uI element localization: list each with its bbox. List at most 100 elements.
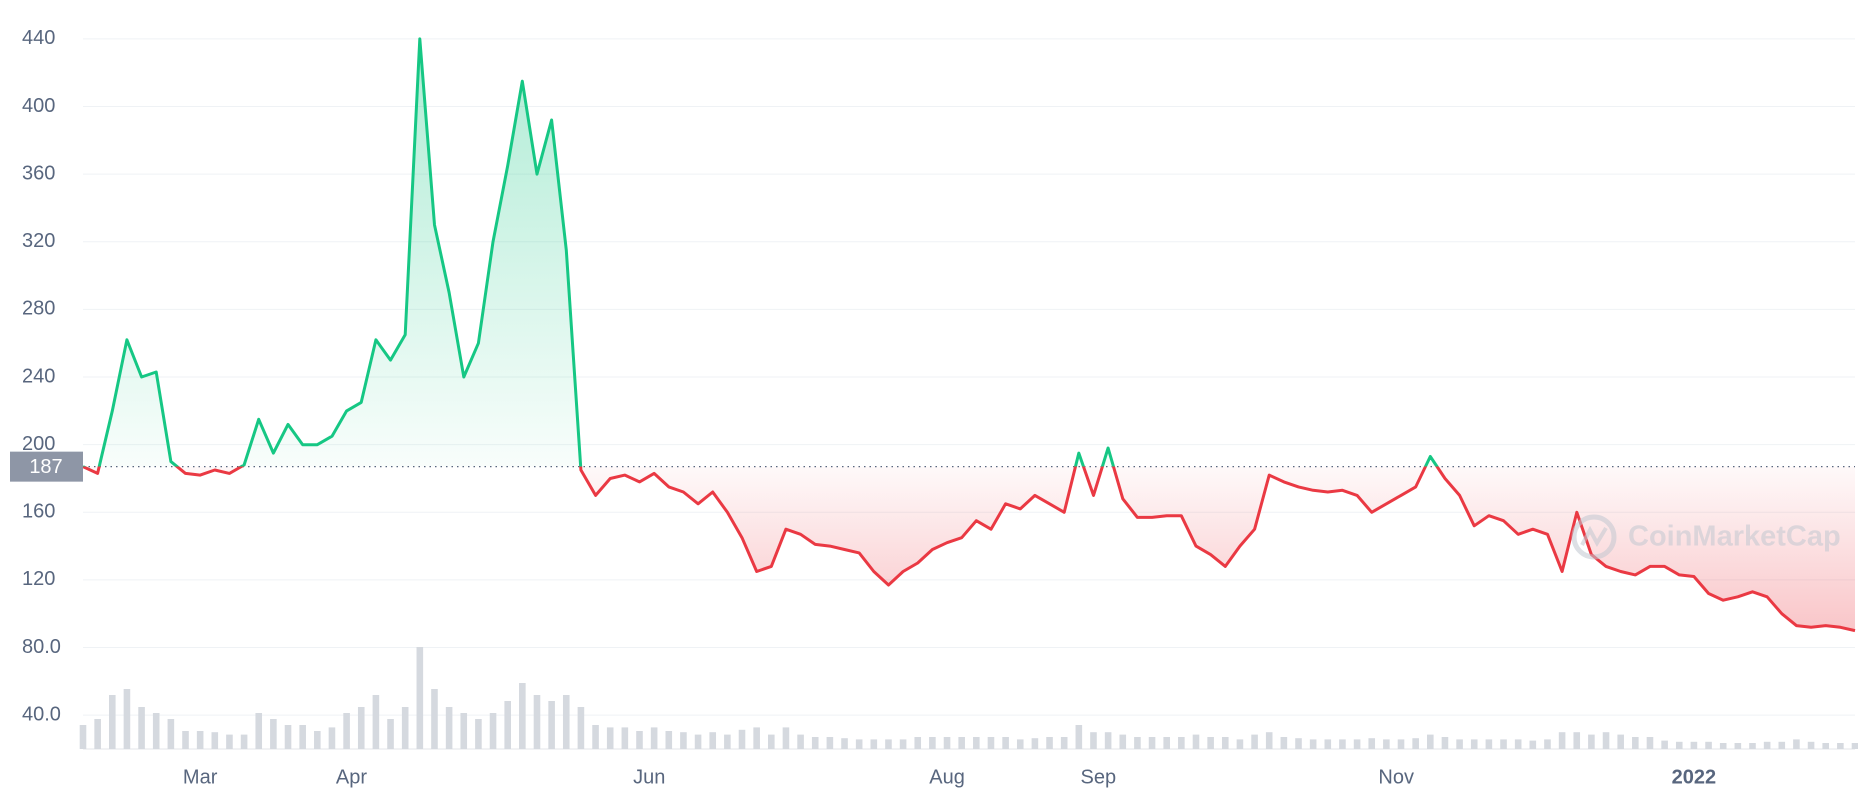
- watermark-logo: [1571, 514, 1617, 560]
- baseline-label-box: [10, 451, 83, 482]
- watermark-logo-wave: [1580, 525, 1608, 548]
- volume-bar: [1339, 739, 1346, 749]
- volume-bar: [841, 738, 848, 749]
- volume-bar: [1309, 739, 1317, 749]
- volume-bar: [1529, 740, 1537, 749]
- watermark-text: CoinMarketCap: [1628, 521, 1841, 553]
- y-tick-label: 320: [22, 230, 55, 252]
- x-tick-label: Jun: [633, 766, 665, 788]
- volume-bar: [1602, 732, 1610, 749]
- volume-bar: [665, 731, 673, 749]
- volume-bar: [870, 739, 878, 749]
- volume-bar: [797, 734, 804, 749]
- volume-bar: [94, 719, 101, 749]
- volume-bar: [167, 719, 175, 749]
- volume-bar: [1734, 743, 1742, 749]
- volume-bar: [123, 689, 131, 749]
- volume-bar: [738, 729, 746, 749]
- volume-bar: [255, 713, 263, 749]
- volume-bar: [562, 695, 570, 749]
- volume-bar: [328, 727, 336, 749]
- volume-bar: [475, 719, 482, 749]
- volume-bar: [1090, 732, 1097, 749]
- volume-bar: [826, 737, 834, 749]
- volume-bar: [1397, 739, 1405, 749]
- volume-bar: [1002, 737, 1009, 749]
- x-tick-label: Nov: [1378, 766, 1414, 788]
- volume-bar: [1837, 743, 1844, 749]
- volume-bar: [1046, 737, 1053, 749]
- volume-bar: [299, 725, 306, 749]
- volume-bar: [1441, 737, 1449, 749]
- x-tick-label: 2022: [1672, 766, 1717, 788]
- volume-bar: [1163, 737, 1170, 749]
- volume-bar: [724, 734, 731, 749]
- volume-bar: [929, 737, 936, 749]
- volume-bar: [885, 739, 892, 749]
- volume-bar: [1793, 739, 1800, 749]
- volume-bar: [1368, 738, 1376, 749]
- y-tick-label: 80.0: [22, 636, 61, 658]
- x-tick-label: Aug: [929, 766, 965, 788]
- volume-bar: [1412, 738, 1419, 749]
- volume-bar: [1749, 743, 1756, 749]
- volume-bar: [1705, 741, 1712, 749]
- volume-bar: [855, 739, 863, 749]
- volume-bar: [226, 734, 233, 749]
- volume-bar: [1807, 741, 1815, 749]
- y-tick-label: 400: [22, 95, 55, 117]
- volume-bar: [1632, 737, 1639, 749]
- y-tick-label: 120: [22, 568, 55, 590]
- volume-bar: [152, 713, 160, 749]
- y-tick-label: 240: [22, 365, 55, 387]
- volume-bar: [270, 719, 277, 749]
- volume-bar: [1719, 743, 1727, 749]
- volume-bar: [284, 725, 292, 749]
- volume-bar: [680, 732, 687, 749]
- volume-bar: [504, 701, 511, 749]
- price-line: [82, 37, 1856, 633]
- volume-bar: [1221, 737, 1229, 749]
- volume-bar: [943, 737, 951, 749]
- volume-bar: [1075, 725, 1083, 749]
- x-tick-label: Sep: [1081, 766, 1117, 788]
- volume-bar: [1690, 741, 1698, 749]
- volume-bar: [1470, 739, 1478, 749]
- volume-bar: [1617, 734, 1624, 749]
- volume-bar: [489, 713, 497, 749]
- y-tick-label: 440: [22, 27, 55, 49]
- volume-bar: [387, 719, 394, 749]
- volume-bar: [1031, 738, 1039, 749]
- volume-bar: [1485, 739, 1493, 749]
- volume-bar: [1265, 732, 1273, 749]
- volume-bar: [1251, 734, 1258, 749]
- volume-bar: [650, 727, 658, 749]
- volume-bar: [1295, 738, 1302, 749]
- volume-bar: [1353, 739, 1361, 749]
- volume-bar: [1822, 743, 1830, 749]
- volume-bar: [182, 731, 189, 749]
- volume-bar: [1456, 739, 1463, 749]
- volume-bar: [138, 707, 145, 749]
- volume-bar: [621, 727, 629, 749]
- volume-bar: [1646, 737, 1654, 749]
- volume-bar: [1280, 737, 1288, 749]
- volume-bar: [753, 727, 760, 749]
- volume-bar: [811, 737, 819, 749]
- volume-bar: [1060, 737, 1068, 749]
- volume-bar: [460, 713, 468, 749]
- volume-bar: [709, 732, 717, 749]
- volume-bar: [372, 695, 380, 749]
- volume-bar: [636, 731, 643, 749]
- volume-bar: [1427, 734, 1434, 749]
- volume-bar: [592, 725, 599, 749]
- volume-bar: [1851, 743, 1858, 749]
- volume-bar: [914, 737, 922, 749]
- volume-bar: [1148, 737, 1156, 749]
- volume-bar: [782, 727, 790, 749]
- volume-bar: [1383, 739, 1390, 749]
- y-tick-label: 160: [22, 501, 55, 523]
- volume-bar: [1192, 734, 1200, 749]
- volume-bar: [1119, 734, 1127, 749]
